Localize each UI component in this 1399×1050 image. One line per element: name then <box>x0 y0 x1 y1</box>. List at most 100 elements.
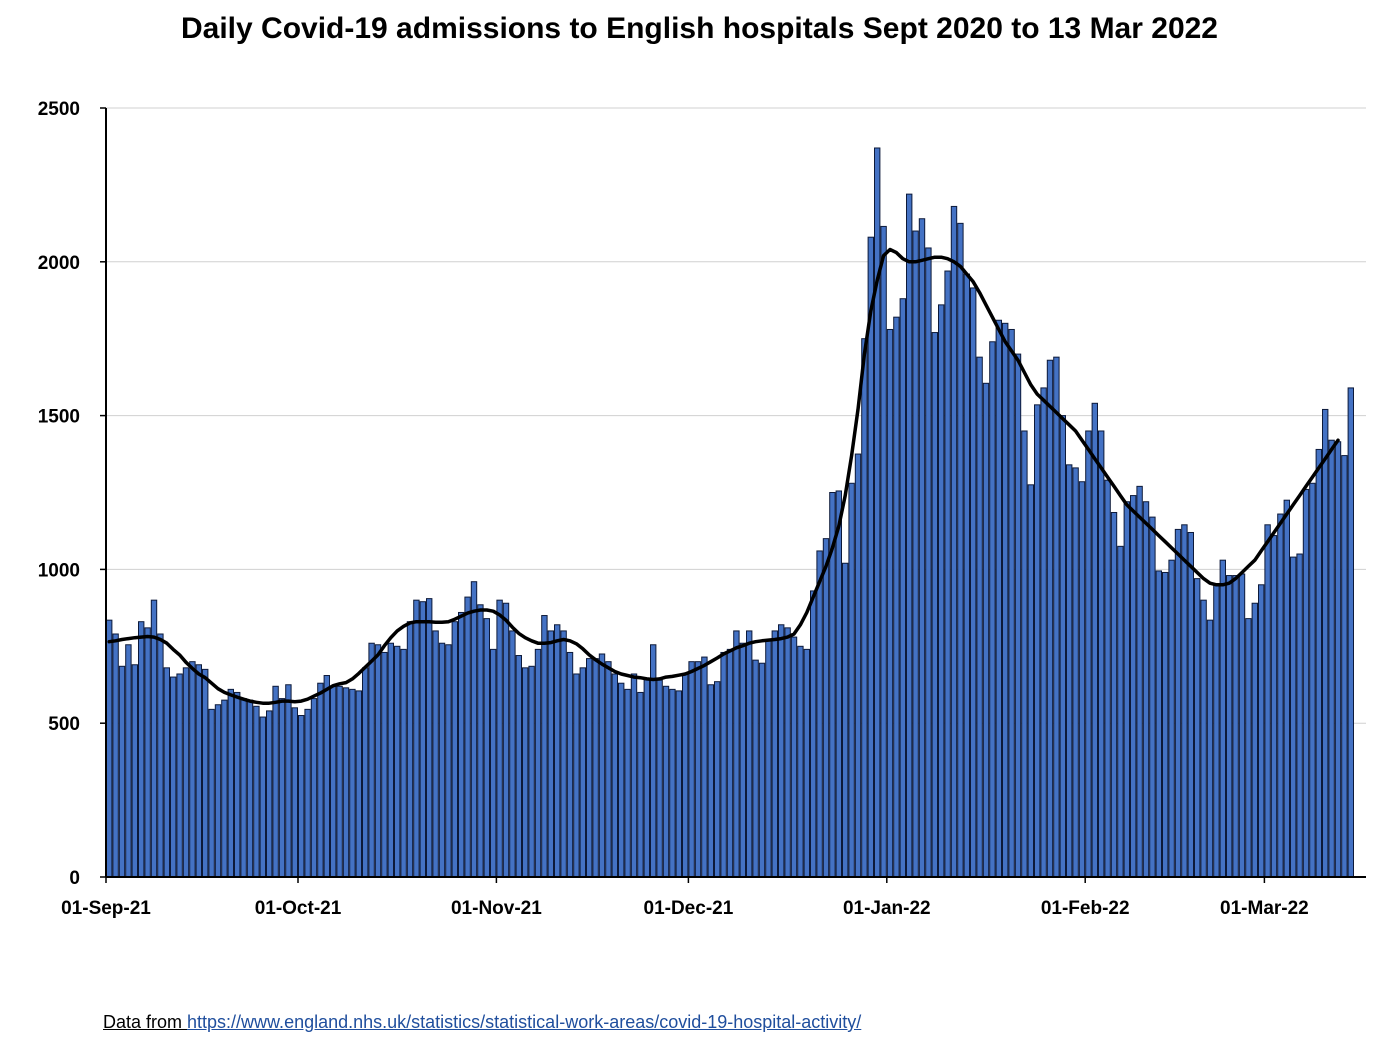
bar <box>157 633 164 878</box>
chart-title: Daily Covid-19 admissions to English hos… <box>180 12 1218 45</box>
bar <box>1245 618 1252 878</box>
bar <box>944 270 951 878</box>
bar <box>982 382 990 878</box>
bar <box>918 218 926 878</box>
bar <box>1078 481 1086 878</box>
bar <box>1123 501 1130 878</box>
bar <box>336 685 343 878</box>
bar <box>771 630 778 878</box>
bar <box>611 673 618 878</box>
bar <box>739 642 746 878</box>
bar <box>758 662 766 878</box>
bar <box>189 661 196 878</box>
bar <box>963 273 970 878</box>
bar <box>1002 322 1009 878</box>
bar <box>675 690 682 878</box>
bar <box>810 590 817 878</box>
bar <box>560 630 567 878</box>
bar <box>547 630 554 878</box>
bar <box>970 287 977 878</box>
bar <box>202 668 209 878</box>
bar <box>1187 531 1194 878</box>
trend-line <box>107 247 1340 705</box>
x-tick-label: 01-Dec-21 <box>644 898 734 919</box>
bar <box>387 642 395 878</box>
bar <box>477 604 484 878</box>
bar <box>323 675 331 878</box>
bar <box>234 691 241 878</box>
bar <box>1014 353 1022 878</box>
bar <box>458 611 465 878</box>
bar <box>554 624 561 878</box>
bar <box>822 538 830 878</box>
bar <box>400 648 407 878</box>
y-tick-label: 0 <box>69 868 80 889</box>
source-link[interactable]: https://www.england.nhs.uk/statistics/st… <box>187 1012 862 1032</box>
bar <box>957 222 964 878</box>
bar <box>1258 584 1265 878</box>
bar <box>1290 556 1297 878</box>
bar <box>368 642 375 878</box>
bar <box>1046 359 1054 878</box>
bar <box>355 690 363 878</box>
bar <box>912 230 919 878</box>
bar <box>528 665 535 878</box>
x-tick-label: 01-Nov-21 <box>451 898 542 919</box>
bar <box>1226 575 1233 878</box>
bar <box>765 639 772 878</box>
bar <box>374 644 382 878</box>
bar <box>1091 402 1098 878</box>
bar <box>278 698 286 878</box>
bar <box>701 656 708 878</box>
bar <box>682 673 689 878</box>
bar <box>573 673 580 878</box>
bar <box>1334 441 1342 878</box>
bar <box>566 651 574 878</box>
bar <box>176 673 183 878</box>
bar <box>726 648 734 878</box>
bar <box>1008 328 1015 878</box>
bar <box>298 715 305 878</box>
bar <box>445 644 452 878</box>
bar <box>1174 528 1182 878</box>
bar <box>509 630 516 878</box>
bar <box>778 624 785 878</box>
bar <box>950 205 958 878</box>
bar <box>1219 559 1226 878</box>
y-tick-label: 2000 <box>38 253 80 274</box>
bar <box>342 687 350 878</box>
bar <box>1162 571 1169 878</box>
bar <box>931 332 938 878</box>
bar <box>490 648 497 878</box>
bar <box>1040 387 1047 878</box>
bar <box>1194 578 1201 878</box>
bar <box>291 707 299 878</box>
bar <box>163 667 171 878</box>
bar <box>214 704 222 878</box>
bar <box>266 710 273 878</box>
bar <box>502 602 510 878</box>
bar <box>483 618 491 878</box>
bar <box>746 630 753 878</box>
bar <box>1238 573 1246 878</box>
bar <box>886 328 894 878</box>
bar <box>1277 513 1284 878</box>
bar <box>240 698 247 878</box>
bar <box>861 338 868 878</box>
y-tick-label: 1000 <box>38 560 80 581</box>
bar <box>515 655 522 878</box>
bar <box>317 682 324 878</box>
bar <box>989 341 996 878</box>
bar <box>310 698 318 878</box>
bar <box>272 685 279 878</box>
bar <box>1302 488 1310 878</box>
bar <box>1322 408 1329 878</box>
bar <box>1328 439 1335 878</box>
bar <box>605 661 612 878</box>
bar <box>598 653 606 878</box>
bar <box>246 699 254 878</box>
bar <box>906 193 913 878</box>
bar <box>1130 495 1137 878</box>
bar <box>522 667 529 878</box>
bar <box>624 688 631 878</box>
